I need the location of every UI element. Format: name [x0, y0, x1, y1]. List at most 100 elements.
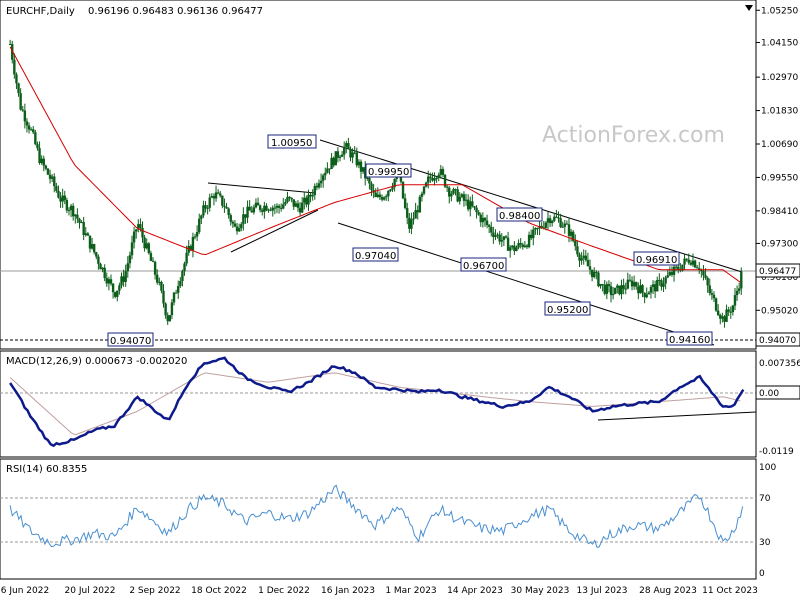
macd-signal-line: [9, 372, 741, 436]
candle-body: [704, 275, 707, 278]
label-0-97040: 0.97040: [355, 251, 396, 262]
candle-body: [63, 195, 66, 201]
date-axis-label: 14 Apr 2023: [447, 586, 503, 596]
candle-body: [225, 206, 228, 209]
candle-body: [221, 195, 224, 206]
candle-body: [485, 220, 489, 226]
candle-body: [368, 177, 371, 184]
candle-body: [34, 132, 37, 145]
candle-body: [109, 279, 113, 284]
macd-axis-top: 0.007356: [759, 359, 800, 369]
candle-body: [258, 205, 262, 211]
candle-body: [517, 243, 520, 248]
candle-body: [681, 264, 684, 271]
candle-body: [735, 290, 739, 296]
candle-body: [656, 279, 659, 292]
candle-body: [25, 121, 29, 126]
candle-body: [275, 205, 279, 208]
candle-body: [59, 197, 62, 202]
candle-body: [546, 218, 550, 223]
candle-body: [515, 247, 518, 251]
candle-body: [670, 272, 674, 275]
candle-body: [481, 217, 485, 223]
rsi-title: RSI(14) 60.8355: [6, 464, 87, 475]
candle-body: [576, 246, 579, 255]
candle-body: [55, 186, 58, 191]
candle-body: [151, 260, 155, 262]
rsi-pane: [0, 458, 757, 580]
candle-body: [263, 205, 266, 212]
candle-body: [233, 223, 237, 227]
candle-body: [149, 253, 153, 261]
candle-body: [647, 292, 651, 295]
candle-body: [700, 270, 703, 272]
candle-body: [84, 233, 87, 236]
candle-body: [126, 263, 129, 272]
label-0-94160-box: [666, 331, 713, 346]
rsi-axis-0: 0: [759, 569, 765, 579]
candle-body: [78, 218, 81, 223]
label-1-00950: 1.00950: [271, 138, 312, 149]
candle-body: [689, 262, 693, 265]
candle-body: [332, 157, 335, 166]
date-axis-label: 30 May 2023: [511, 586, 570, 596]
price-axis-label: 0.97300: [761, 239, 798, 249]
candle-body: [519, 243, 522, 245]
candle-body: [464, 199, 468, 201]
candle-body: [65, 200, 69, 211]
candle-body: [80, 222, 83, 224]
candle-body: [193, 236, 197, 238]
candle-body: [162, 290, 165, 304]
date-axis-label: 11 Oct 2023: [702, 586, 758, 596]
candle-body: [580, 258, 583, 261]
candle-body: [408, 217, 411, 229]
macd-line: [9, 356, 745, 448]
candle-body: [403, 198, 407, 209]
candle-body: [435, 178, 438, 180]
candle-body: [540, 225, 543, 228]
candle-body: [269, 209, 272, 211]
candle-body: [53, 176, 56, 187]
current-price-tag: 0.96477: [759, 267, 796, 277]
candle-body: [141, 227, 144, 238]
label-0-94070: 0.94070: [110, 336, 151, 347]
current-price-tag-box: [755, 263, 800, 278]
chart-menu-arrow-icon[interactable]: [745, 5, 753, 11]
date-axis-label: 6 Jun 2022: [1, 586, 49, 596]
candle-body: [445, 186, 449, 188]
candle-body: [364, 167, 367, 179]
date-axis-label: 20 Jul 2022: [65, 586, 116, 596]
candle-body: [307, 194, 310, 205]
candle-body: [82, 222, 85, 236]
candle-body: [506, 237, 510, 251]
price-axis-label: 1.01830: [761, 107, 798, 117]
candle-body: [555, 216, 558, 218]
candle-body: [479, 214, 482, 223]
candle-body: [69, 205, 73, 211]
candle-body: [105, 278, 108, 284]
price-axis-label: 0.99550: [761, 173, 798, 183]
candle-body: [351, 152, 354, 158]
candle-body: [387, 190, 390, 197]
price-axis-label: 1.05250: [761, 6, 798, 16]
candle-body: [328, 168, 331, 170]
candle-body: [160, 281, 163, 291]
candle-body: [609, 286, 613, 296]
price-axis-label: 0.98410: [761, 207, 798, 217]
candle-body: [342, 146, 346, 155]
triangle-upper-line: [207, 182, 316, 194]
candle-body: [212, 196, 216, 199]
candle-body: [122, 276, 125, 282]
candle-body: [668, 272, 672, 276]
candle-body: [651, 284, 655, 287]
date-axis-label: 28 Aug 2023: [639, 586, 697, 596]
candle-body: [385, 196, 388, 198]
candle-body: [111, 283, 115, 293]
rsi-line: [9, 484, 744, 548]
candle-body: [637, 286, 640, 294]
candle-body: [107, 279, 111, 284]
candle-body: [733, 295, 737, 306]
candle-body: [235, 226, 239, 232]
macd-title: MACD(12,26,9) 0.000673 -0.002020: [6, 356, 187, 367]
